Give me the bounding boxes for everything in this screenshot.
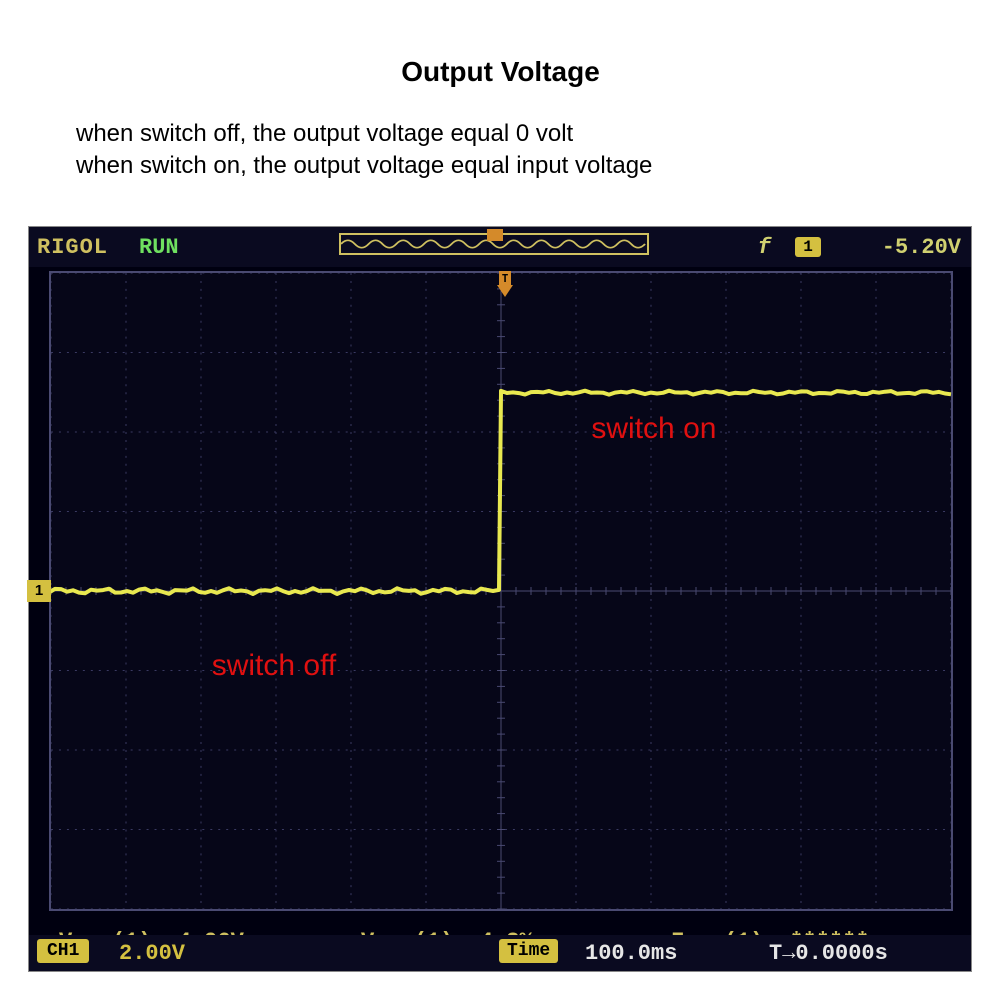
channel-1-marker: 1 — [27, 580, 51, 602]
switch-off-annotation: switch off — [212, 649, 337, 683]
scope-header: RIGOL RUN f 1 -5.20V — [29, 227, 971, 267]
switch-on-annotation: switch on — [591, 412, 716, 446]
time-badge: Time — [499, 939, 558, 963]
volts-per-div: 2.00V — [119, 941, 185, 966]
scope-plot-area: T 1 switch off switch on — [49, 271, 953, 911]
trigger-voltage: -5.20V — [882, 235, 961, 260]
description-line-2: when switch on, the output voltage equal… — [76, 150, 1001, 182]
waveform-trace — [49, 271, 953, 911]
description-block: when switch off, the output voltage equa… — [0, 88, 1001, 183]
trigger-top-marker-icon — [487, 229, 503, 241]
svg-text:T: T — [502, 272, 509, 285]
time-per-div: 100.0ms — [585, 941, 677, 966]
page-title: Output Voltage — [0, 0, 1001, 88]
description-line-1: when switch off, the output voltage equa… — [76, 118, 1001, 150]
time-offset: T→0.0000s — [769, 941, 888, 966]
run-state: RUN — [139, 235, 179, 260]
channel-badge: CH1 — [37, 939, 89, 963]
scope-footer: CH1 2.00V Time 100.0ms T→0.0000s — [29, 935, 971, 971]
trigger-channel-badge: 1 — [795, 237, 821, 257]
brand-label: RIGOL — [37, 235, 108, 260]
trigger-edge-icon: f — [758, 235, 771, 260]
trigger-position-marker-icon: T — [494, 271, 516, 301]
oscilloscope-screenshot: RIGOL RUN f 1 -5.20V T 1 switch off swit… — [28, 226, 972, 972]
